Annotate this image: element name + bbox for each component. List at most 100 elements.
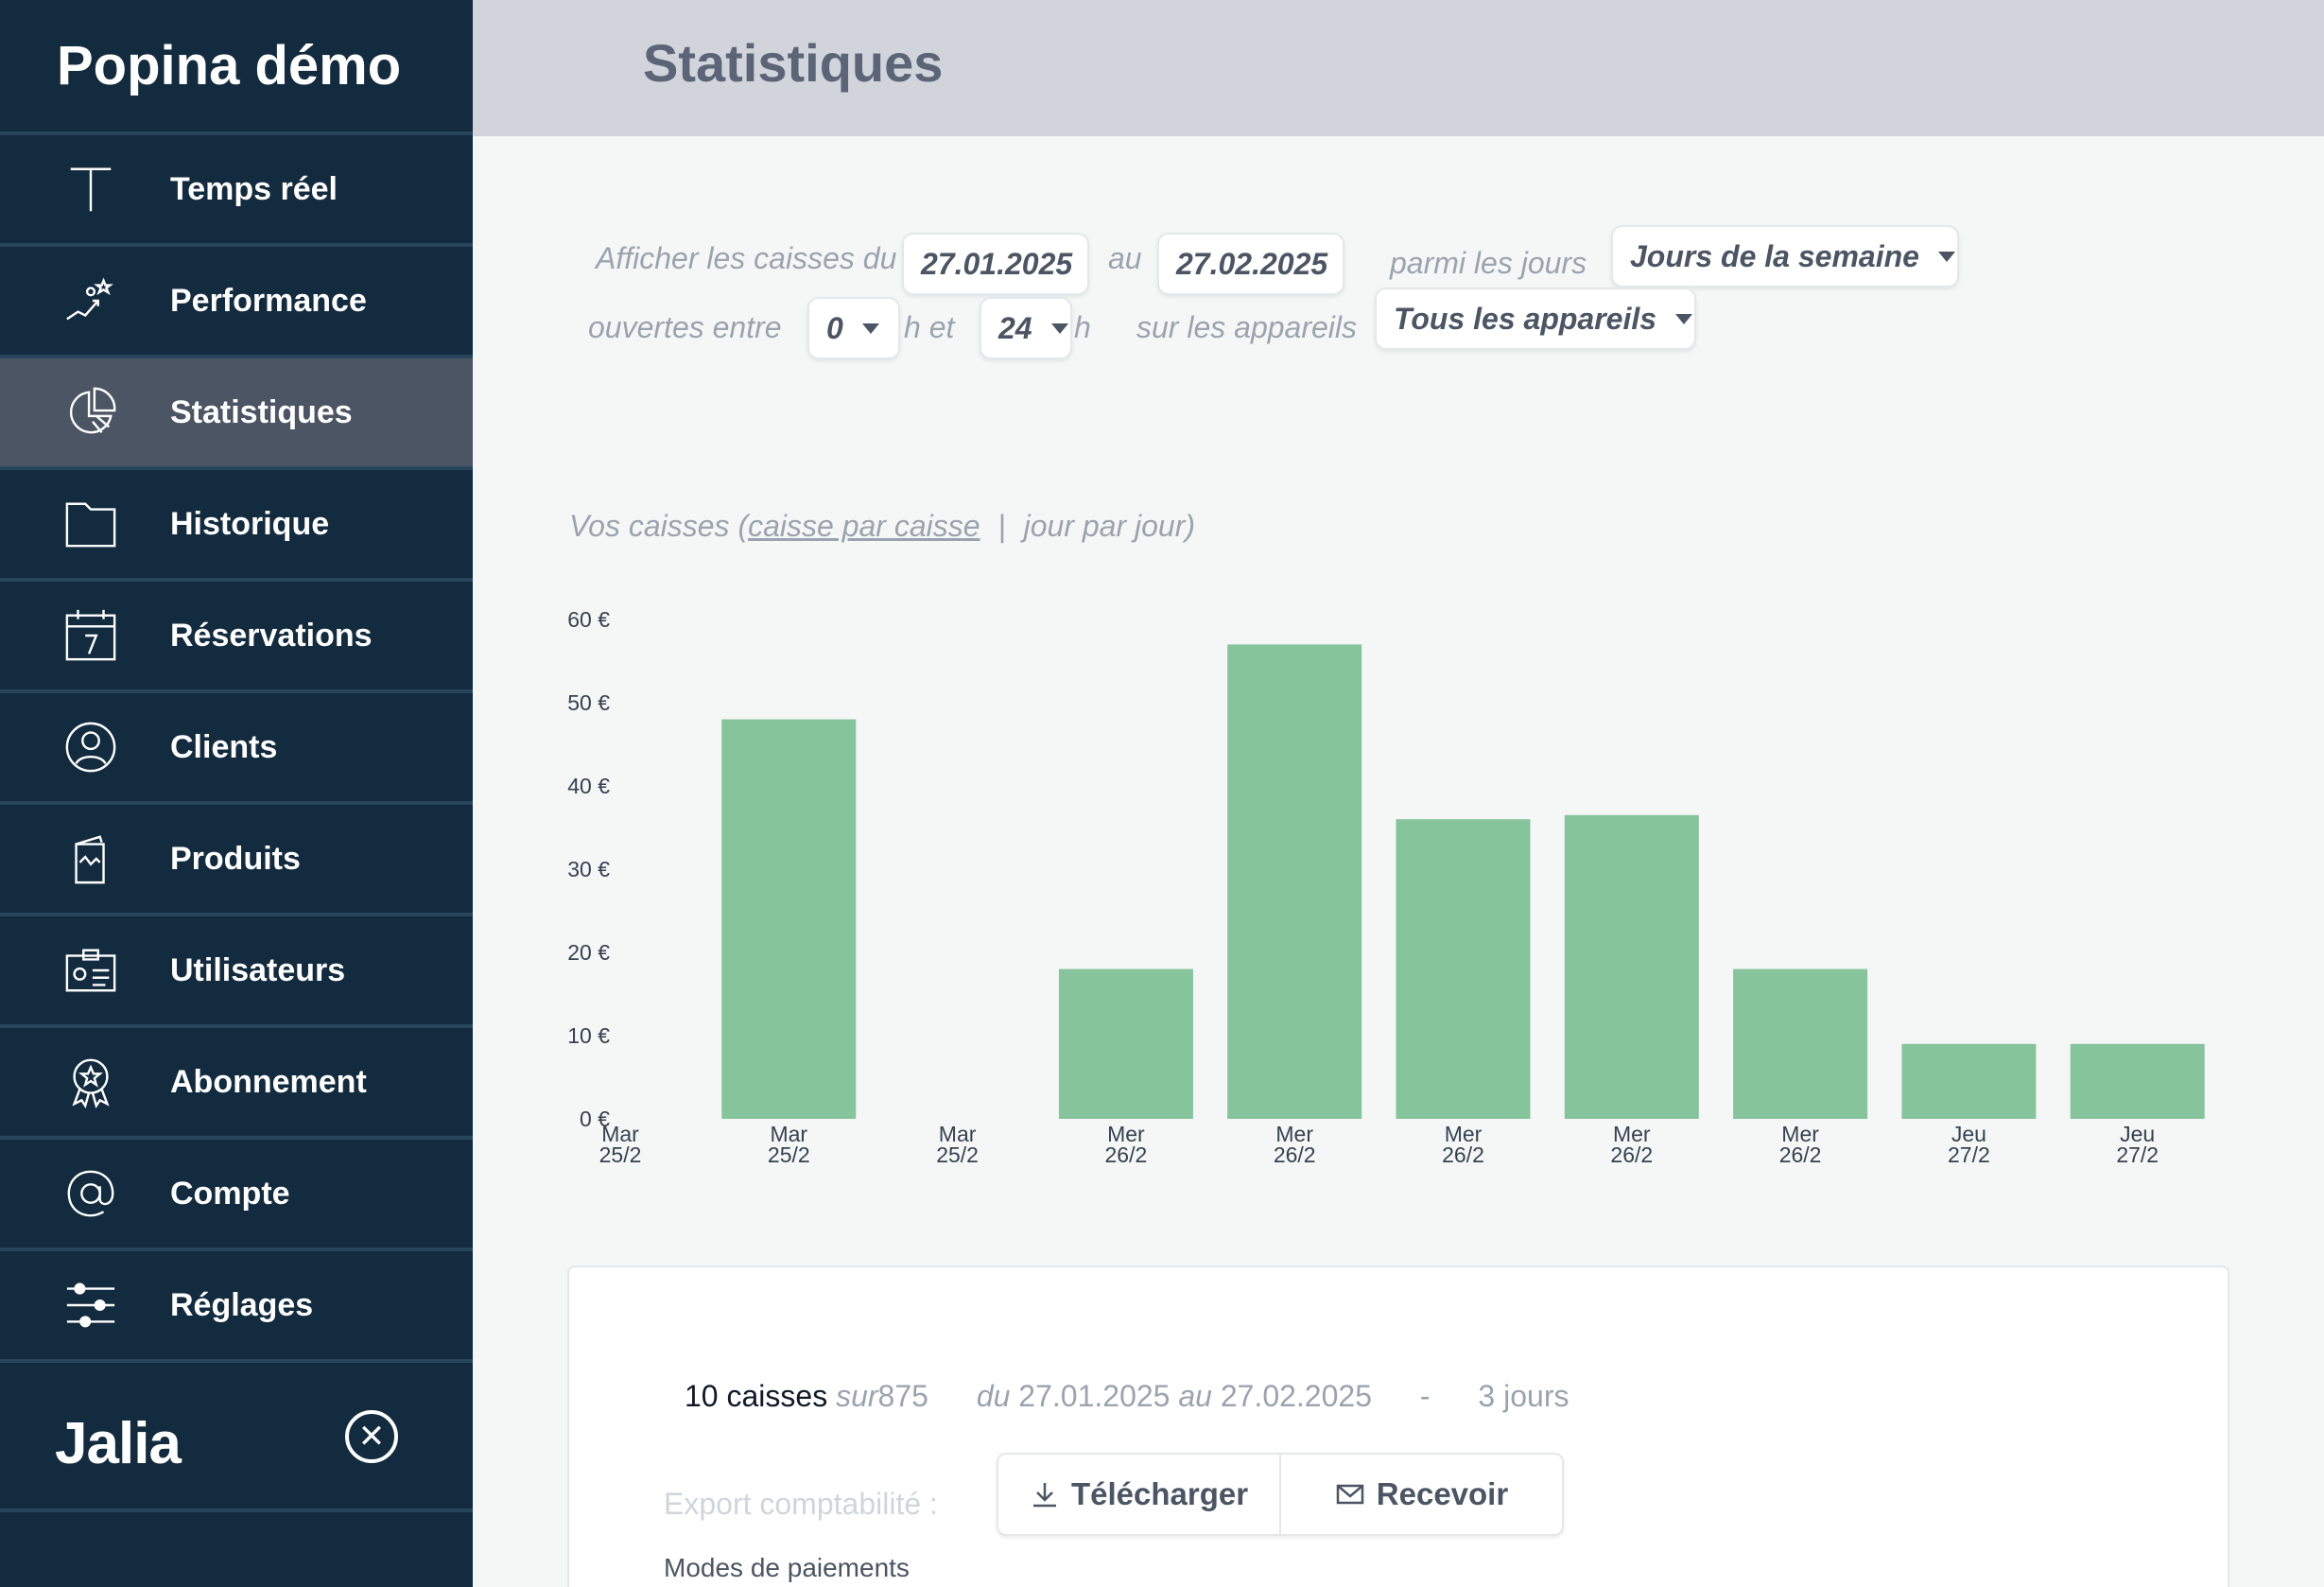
y-tick-label: 60 €: [567, 607, 610, 632]
sidebar-item-temps-reel[interactable]: Temps réel: [0, 135, 473, 247]
view-toggle: Vos caisses (caisse par caisse | jour pa…: [569, 509, 1195, 544]
summary-to-date: 27.02.2025: [1220, 1379, 1372, 1413]
sidebar-item-utilisateurs[interactable]: Utilisateurs: [0, 916, 473, 1028]
sidebar-item-reservations[interactable]: Réservations: [0, 582, 473, 693]
filter-label-h: h: [1074, 310, 1091, 344]
payment-modes-heading: Modes de paiements: [664, 1553, 910, 1582]
sidebar-item-label: Compte: [170, 1175, 290, 1212]
sidebar-item-statistiques[interactable]: Statistiques: [0, 358, 473, 470]
bar[interactable]: [1058, 968, 1193, 1119]
x-tick-label: Mar 25/2: [768, 1122, 810, 1167]
summary-on: sur: [836, 1379, 878, 1413]
filter-label-open: ouvertes entre: [588, 310, 782, 344]
sidebar-item-produits[interactable]: Produits: [0, 805, 473, 916]
export-label: Export comptabilité :: [664, 1487, 938, 1521]
sidebar-item-clients[interactable]: Clients: [0, 693, 473, 805]
filter-label-h-and: h et: [904, 310, 955, 344]
bar[interactable]: [1733, 968, 1868, 1119]
y-tick-label: 20 €: [567, 940, 610, 965]
x-tick-label: Jeu 27/2: [2116, 1122, 2159, 1167]
x-tick-label: Mer 26/2: [1610, 1122, 1653, 1167]
view-suffix: ): [1185, 509, 1196, 543]
date-from-input[interactable]: 27.01.2025: [902, 233, 1089, 295]
sidebar-item-label: Réservations: [170, 617, 373, 654]
sidebar-item-label: Utilisateurs: [170, 951, 346, 988]
id-card-icon: [62, 942, 119, 999]
sidebar-item-label: Produits: [170, 840, 301, 877]
mail-icon: [1336, 1484, 1364, 1505]
sidebar-item-compte[interactable]: Compte: [0, 1140, 473, 1251]
bar[interactable]: [1396, 819, 1531, 1119]
folder-icon: [62, 496, 119, 552]
sidebar-item-label: Temps réel: [170, 170, 338, 207]
sidebar-footer: Jalia ✕: [0, 1365, 473, 1512]
sidebar-item-reglages[interactable]: Réglages: [0, 1251, 473, 1363]
sidebar-item-label: Performance: [170, 282, 367, 319]
sidebar-item-label: Clients: [170, 728, 278, 765]
devices-select[interactable]: Tous les appareils: [1375, 288, 1696, 350]
y-tick-label: 30 €: [567, 857, 610, 881]
user-circle-icon: [62, 719, 119, 776]
jalia-logo: Jalia: [55, 1411, 182, 1476]
filter-label-to: au: [1108, 241, 1142, 275]
filter-label-show: Afficher les caisses du: [596, 241, 897, 275]
y-tick-label: 10 €: [567, 1023, 610, 1048]
sidebar: Popina démo Temps réel Performance Stati…: [0, 0, 473, 1587]
chevron-down-icon: [1050, 323, 1068, 334]
download-icon: [1032, 1483, 1056, 1508]
view-by-register-link[interactable]: caisse par caisse: [748, 509, 980, 543]
summary-line: 10 caisses sur875 du 27.01.2025 au 27.02…: [685, 1379, 1569, 1414]
export-button-group: Télécharger Recevoir: [997, 1453, 1564, 1536]
x-tick-label: Mer 26/2: [1779, 1122, 1822, 1167]
x-tick-label: Mar 25/2: [936, 1122, 979, 1167]
download-button[interactable]: Télécharger: [998, 1455, 1279, 1534]
y-tick-label: 0 €: [580, 1107, 610, 1131]
summary-dash: -: [1419, 1379, 1431, 1413]
sidebar-item-performance[interactable]: Performance: [0, 247, 473, 358]
register-total: 875: [877, 1379, 928, 1413]
bar[interactable]: [1564, 814, 1699, 1119]
chevron-down-icon: [1675, 313, 1693, 324]
sidebar-item-historique[interactable]: Historique: [0, 470, 473, 582]
badge-icon: [62, 1054, 119, 1110]
page-header: Statistiques: [473, 0, 2324, 136]
calendar-icon: [62, 607, 119, 664]
sidebar-item-label: Historique: [170, 505, 330, 542]
x-tick-label: Mar 25/2: [599, 1122, 642, 1167]
chevron-down-icon: [861, 323, 879, 334]
y-tick-label: 50 €: [567, 690, 610, 715]
days-select[interactable]: Jours de la semaine: [1611, 225, 1959, 288]
chevron-down-icon: [1937, 251, 1955, 262]
pie-chart-icon: [62, 384, 119, 441]
date-to-input[interactable]: 27.02.2025: [1157, 233, 1344, 295]
sidebar-item-abonnement[interactable]: Abonnement: [0, 1028, 473, 1140]
filter-label-devices: sur les appareils: [1136, 310, 1357, 344]
receive-button[interactable]: Recevoir: [1279, 1455, 1562, 1534]
brand-name: Popina démo: [0, 0, 473, 135]
view-by-day-link[interactable]: jour par jour: [1023, 509, 1186, 543]
devices-select-value: Tous les appareils: [1394, 301, 1657, 336]
x-tick-label: Mer 26/2: [1442, 1122, 1484, 1167]
sidebar-item-label: Statistiques: [170, 393, 353, 430]
bar[interactable]: [1901, 1043, 2037, 1119]
register-count: 10 caisses: [685, 1379, 828, 1413]
bar[interactable]: [1227, 644, 1362, 1119]
text-t-icon: [62, 161, 119, 218]
view-divider: |: [997, 509, 1006, 543]
sliders-icon: [62, 1277, 119, 1334]
bar[interactable]: [721, 719, 857, 1119]
x-tick-label: Jeu 27/2: [1948, 1122, 1990, 1167]
hour-from-value: 0: [826, 310, 843, 345]
summary-days: 3 jours: [1478, 1379, 1570, 1413]
bar-chart: 0 € 10 € 20 € 30 € 40 € 50 € 60 € Mar 25/2 Mar 25/…: [567, 607, 2205, 1167]
performance-icon: [62, 272, 119, 329]
x-tick-label: Mer 26/2: [1274, 1122, 1316, 1167]
y-tick-label: 40 €: [567, 774, 610, 798]
bar[interactable]: [2070, 1043, 2205, 1119]
hour-to-select[interactable]: 24: [980, 297, 1072, 359]
days-select-value: Jours de la semaine: [1630, 238, 1919, 273]
hour-from-select[interactable]: 0: [807, 297, 900, 359]
close-sidebar-button[interactable]: ✕: [345, 1410, 398, 1463]
page-title: Statistiques: [643, 33, 944, 93]
summary-to-label: au: [1178, 1379, 1212, 1413]
